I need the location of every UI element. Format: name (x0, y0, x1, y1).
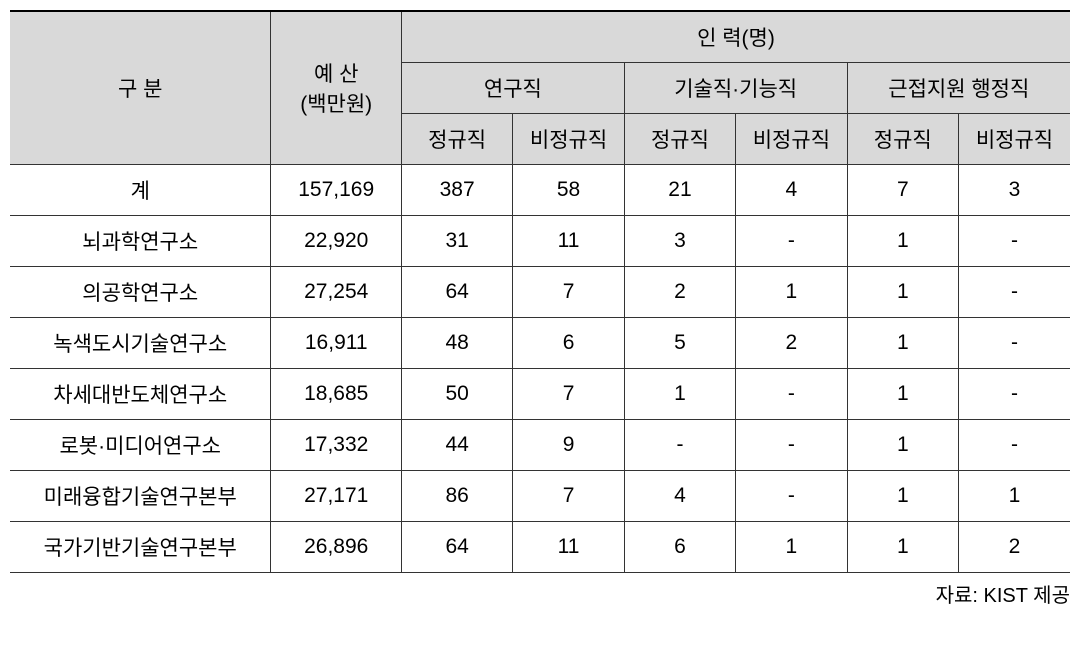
header-support: 근접지원 행정직 (847, 63, 1070, 114)
cell-technical-regular: 2 (624, 267, 735, 318)
header-research-regular: 정규직 (401, 114, 512, 165)
cell-support-nonregular: 1 (958, 471, 1070, 522)
cell-support-regular: 1 (847, 216, 958, 267)
cell-research-nonregular: 7 (513, 471, 624, 522)
header-category: 구 분 (10, 11, 271, 165)
cell-budget: 17,332 (271, 420, 401, 471)
cell-research-nonregular: 7 (513, 369, 624, 420)
cell-budget: 16,911 (271, 318, 401, 369)
cell-support-nonregular: - (958, 318, 1070, 369)
cell-category: 의공학연구소 (10, 267, 271, 318)
cell-support-nonregular: 2 (958, 522, 1070, 573)
cell-support-regular: 1 (847, 522, 958, 573)
cell-research-nonregular: 7 (513, 267, 624, 318)
table-header: 구 분 예 산 (백만원) 인 력(명) 연구직 기술직·기능직 근접지원 행정… (10, 11, 1070, 165)
header-personnel: 인 력(명) (401, 11, 1070, 63)
cell-research-nonregular: 58 (513, 165, 624, 216)
cell-budget: 27,171 (271, 471, 401, 522)
cell-research-regular: 48 (401, 318, 512, 369)
cell-technical-regular: 1 (624, 369, 735, 420)
header-technical-regular: 정규직 (624, 114, 735, 165)
cell-budget: 27,254 (271, 267, 401, 318)
cell-technical-regular: 5 (624, 318, 735, 369)
cell-support-nonregular: - (958, 216, 1070, 267)
cell-category: 계 (10, 165, 271, 216)
cell-technical-regular: 4 (624, 471, 735, 522)
cell-category: 차세대반도체연구소 (10, 369, 271, 420)
table-row: 국가기반기술연구본부 26,896 64 11 6 1 1 2 (10, 522, 1070, 573)
cell-support-regular: 1 (847, 471, 958, 522)
table-row: 뇌과학연구소 22,920 31 11 3 - 1 - (10, 216, 1070, 267)
cell-category: 로봇·미디어연구소 (10, 420, 271, 471)
header-research: 연구직 (401, 63, 624, 114)
header-support-regular: 정규직 (847, 114, 958, 165)
cell-technical-nonregular: - (736, 420, 847, 471)
cell-budget: 157,169 (271, 165, 401, 216)
header-technical-nonregular: 비정규직 (736, 114, 847, 165)
header-support-nonregular: 비정규직 (958, 114, 1070, 165)
cell-support-regular: 1 (847, 369, 958, 420)
header-budget: 예 산 (백만원) (271, 11, 401, 165)
cell-research-regular: 31 (401, 216, 512, 267)
cell-category: 국가기반기술연구본부 (10, 522, 271, 573)
table-row: 녹색도시기술연구소 16,911 48 6 5 2 1 - (10, 318, 1070, 369)
cell-budget: 22,920 (271, 216, 401, 267)
cell-research-nonregular: 11 (513, 522, 624, 573)
cell-technical-nonregular: 4 (736, 165, 847, 216)
cell-research-regular: 64 (401, 522, 512, 573)
cell-category: 뇌과학연구소 (10, 216, 271, 267)
cell-technical-nonregular: - (736, 471, 847, 522)
cell-category: 미래융합기술연구본부 (10, 471, 271, 522)
cell-budget: 26,896 (271, 522, 401, 573)
cell-technical-regular: - (624, 420, 735, 471)
cell-research-regular: 86 (401, 471, 512, 522)
cell-category: 녹색도시기술연구소 (10, 318, 271, 369)
data-table: 구 분 예 산 (백만원) 인 력(명) 연구직 기술직·기능직 근접지원 행정… (10, 10, 1070, 573)
cell-technical-nonregular: - (736, 216, 847, 267)
table-row: 로봇·미디어연구소 17,332 44 9 - - 1 - (10, 420, 1070, 471)
cell-research-regular: 64 (401, 267, 512, 318)
cell-support-nonregular: 3 (958, 165, 1070, 216)
cell-research-regular: 50 (401, 369, 512, 420)
cell-research-regular: 44 (401, 420, 512, 471)
cell-technical-nonregular: 1 (736, 522, 847, 573)
header-technical: 기술직·기능직 (624, 63, 847, 114)
table-row: 차세대반도체연구소 18,685 50 7 1 - 1 - (10, 369, 1070, 420)
cell-support-regular: 1 (847, 267, 958, 318)
table-row: 의공학연구소 27,254 64 7 2 1 1 - (10, 267, 1070, 318)
cell-support-regular: 1 (847, 420, 958, 471)
cell-support-nonregular: - (958, 369, 1070, 420)
header-research-nonregular: 비정규직 (513, 114, 624, 165)
cell-technical-nonregular: 1 (736, 267, 847, 318)
table-body: 계 157,169 387 58 21 4 7 3 뇌과학연구소 22,920 … (10, 165, 1070, 573)
cell-technical-regular: 21 (624, 165, 735, 216)
cell-technical-regular: 3 (624, 216, 735, 267)
table-row: 미래융합기술연구본부 27,171 86 7 4 - 1 1 (10, 471, 1070, 522)
cell-research-nonregular: 11 (513, 216, 624, 267)
cell-budget: 18,685 (271, 369, 401, 420)
cell-research-regular: 387 (401, 165, 512, 216)
cell-support-regular: 7 (847, 165, 958, 216)
cell-research-nonregular: 9 (513, 420, 624, 471)
cell-support-nonregular: - (958, 420, 1070, 471)
cell-support-regular: 1 (847, 318, 958, 369)
cell-technical-nonregular: 2 (736, 318, 847, 369)
cell-technical-nonregular: - (736, 369, 847, 420)
source-note: 자료: KIST 제공 (10, 573, 1078, 608)
cell-support-nonregular: - (958, 267, 1070, 318)
cell-technical-regular: 6 (624, 522, 735, 573)
table-row: 계 157,169 387 58 21 4 7 3 (10, 165, 1070, 216)
cell-research-nonregular: 6 (513, 318, 624, 369)
